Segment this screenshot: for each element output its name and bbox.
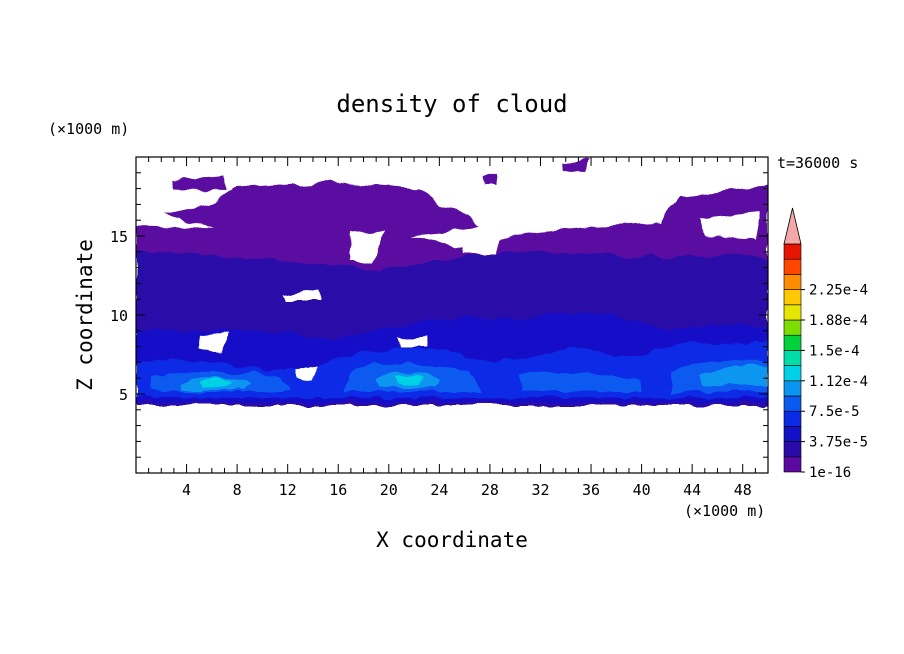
x-tick-label: 24 (430, 481, 448, 499)
gap-2 (198, 332, 228, 352)
cloud-patch-upper-left (172, 176, 226, 192)
colorbar-swatch (783, 304, 802, 321)
x-axis-label: X coordinate (376, 528, 528, 552)
x-axis: 4 8 12 16 20 24 28 32 36 40 44 48 (148, 157, 756, 499)
y-axis-label: Z coordinate (73, 239, 97, 391)
x-tick-label: 48 (734, 481, 752, 499)
density-contour-field (136, 160, 768, 405)
gap-4 (398, 336, 428, 348)
colorbar-swatch (783, 258, 802, 275)
colorbar-label: 1e-16 (809, 465, 851, 481)
x-tick-label: 28 (481, 481, 499, 499)
colorbar-label: 1.12e-4 (809, 374, 868, 390)
colorbar-swatch (783, 456, 802, 473)
y-tick-label: 5 (119, 386, 128, 404)
y-unit-label: (×1000 m) (48, 120, 129, 138)
x-tick-label: 4 (182, 481, 191, 499)
x-unit-label: (×1000 m) (684, 502, 765, 520)
colorbar-label: 1.88e-4 (809, 313, 868, 329)
contour-level-6 (200, 377, 232, 387)
contour-level-4c (520, 372, 640, 392)
colorbar-swatch (783, 441, 802, 458)
colorbar-swatch (783, 289, 802, 306)
y-axis: 5 10 15 (110, 172, 768, 458)
chart-title: density of cloud (336, 90, 567, 118)
colorbar-label: 2.25e-4 (809, 283, 868, 299)
time-label: t=36000 s (777, 154, 858, 172)
x-tick-label: 44 (683, 481, 701, 499)
gap-3 (296, 364, 315, 380)
contour-level-6b (395, 373, 424, 384)
colorbar-over-triangle (783, 207, 802, 245)
colorbar-swatch (783, 350, 802, 366)
y-tick-label: 15 (110, 228, 128, 246)
x-tick-label: 36 (582, 481, 600, 499)
y-tick-label: 10 (110, 307, 128, 325)
colorbar-swatch (783, 410, 802, 427)
colorbar-swatch (783, 274, 802, 290)
colorbar-swatch (783, 243, 802, 260)
x-tick-label: 8 (233, 481, 242, 499)
cloud-patch-top-dot-2 (563, 160, 588, 172)
colorbar: 1e-16 3.75e-5 7.5e-5 1.12e-4 1.5e-4 1.88e-4 2.… (783, 207, 868, 481)
colorbar-swatch (783, 395, 802, 412)
colorbar-swatch (783, 319, 802, 336)
colorbar-swatch (783, 380, 802, 397)
cloud-patch-upper-center (162, 182, 480, 236)
gap-1 (282, 290, 322, 300)
colorbar-label: 3.75e-5 (809, 435, 868, 451)
colorbar-swatch (783, 334, 802, 351)
gap-7 (700, 212, 760, 240)
x-tick-label: 20 (380, 481, 398, 499)
x-tick-label: 40 (633, 481, 651, 499)
gap-6 (460, 240, 500, 254)
colorbar-swatch (783, 426, 802, 442)
x-tick-label: 32 (531, 481, 549, 499)
x-tick-label: 12 (279, 481, 297, 499)
colorbar-label: 7.5e-5 (809, 404, 860, 420)
colorbar-swatch (783, 365, 802, 382)
cloud-patch-top-dot (482, 175, 497, 186)
x-tick-label: 16 (329, 481, 347, 499)
gap-5 (350, 230, 385, 262)
colorbar-label: 1.5e-4 (809, 343, 860, 359)
contour-level-5c (700, 365, 768, 386)
